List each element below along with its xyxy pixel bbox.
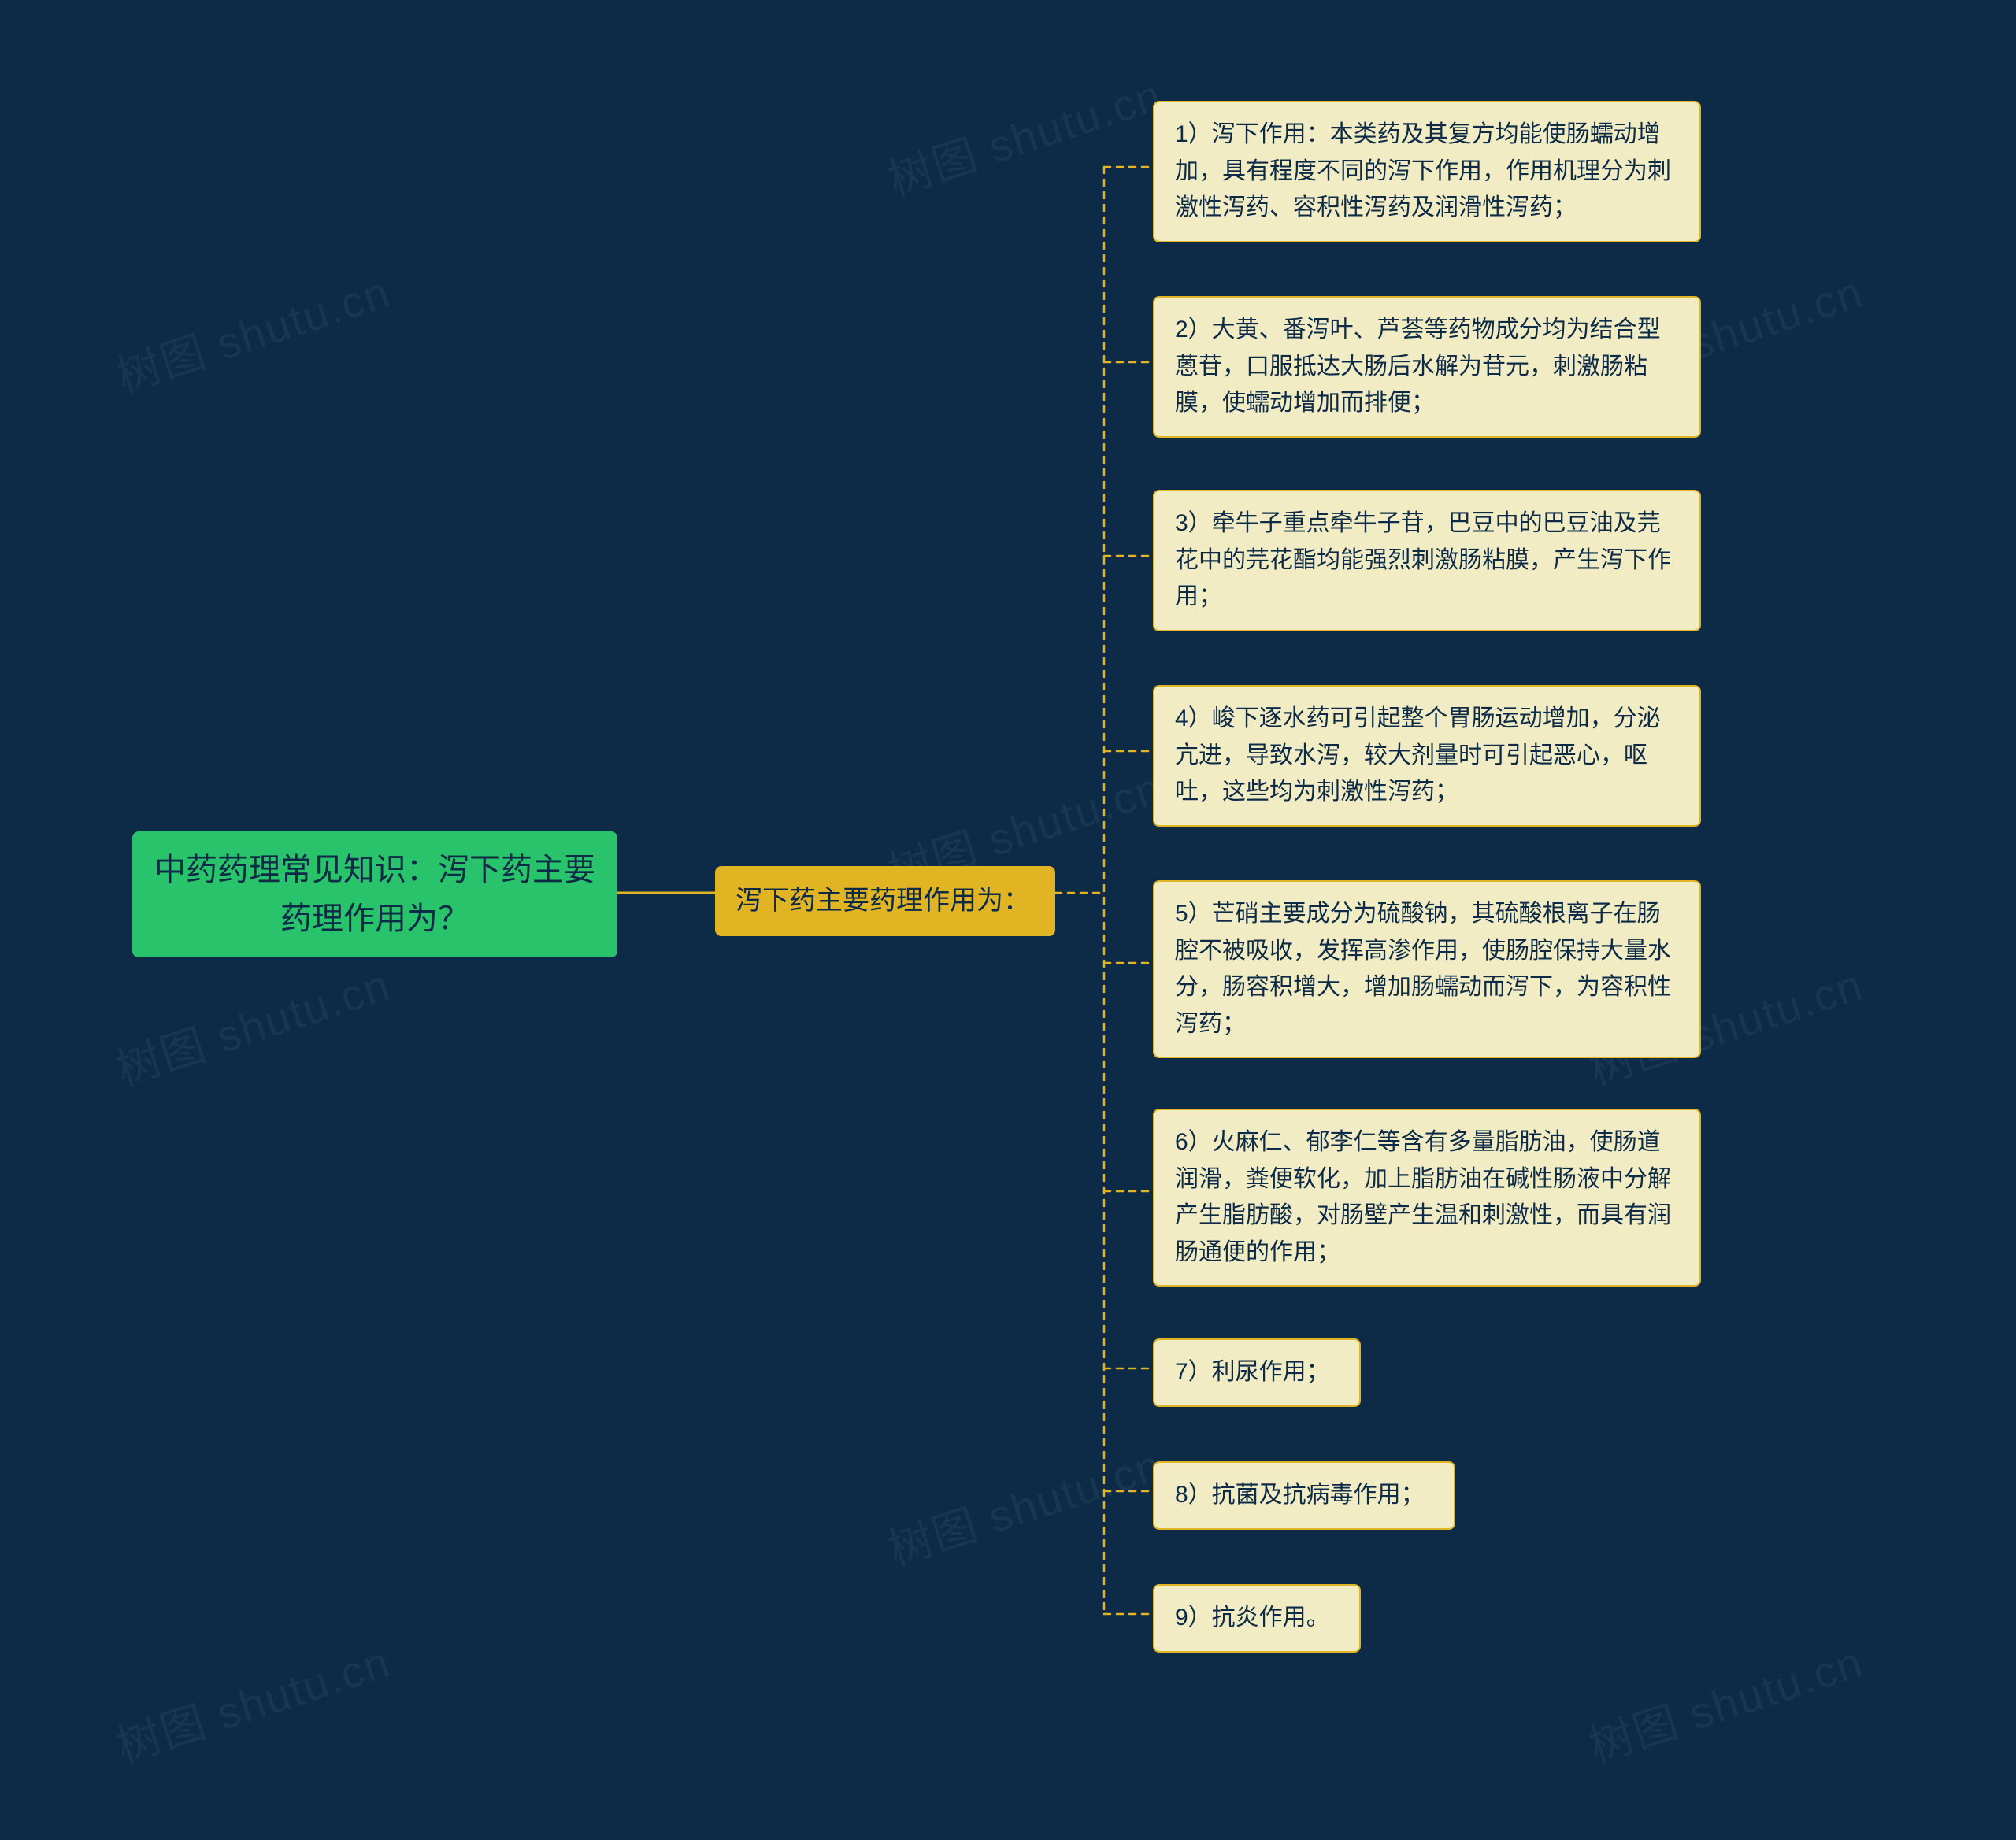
leaf-node-6: 6）火麻仁、郁李仁等含有多量脂肪油，使肠道润滑，粪便软化，加上脂肪油在碱性肠液中…	[1153, 1109, 1701, 1287]
watermark: 树图 shutu.cn	[879, 60, 1169, 209]
leaf-node-4: 4）峻下逐水药可引起整个胃肠运动增加，分泌亢进，导致水泻，较大剂量时可引起恶心，…	[1153, 685, 1701, 827]
watermark: 树图 shutu.cn	[107, 257, 398, 405]
watermark: 树图 shutu.cn	[107, 950, 398, 1098]
watermark: 树图 shutu.cn	[879, 1430, 1169, 1579]
branch-node: 泻下药主要药理作用为：	[715, 866, 1055, 936]
leaf-node-2: 2）大黄、番泻叶、芦荟等药物成分均为结合型蒽苷，口服抵达大肠后水解为苷元，刺激肠…	[1153, 296, 1701, 438]
leaf-node-8: 8）抗菌及抗病毒作用；	[1153, 1461, 1455, 1530]
mindmap-canvas: 树图 shutu.cn 树图 shutu.cn 树图 shutu.cn 树图 shut…	[0, 0, 2016, 1840]
root-node: 中药药理常见知识：泻下药主要药理作用为？	[132, 831, 617, 957]
watermark: 树图 shutu.cn	[107, 1627, 398, 1775]
leaf-node-9: 9）抗炎作用。	[1153, 1584, 1361, 1653]
leaf-node-1: 1）泻下作用：本类药及其复方均能使肠蠕动增加，具有程度不同的泻下作用，作用机理分…	[1153, 101, 1701, 242]
leaf-node-5: 5）芒硝主要成分为硫酸钠，其硫酸根离子在肠腔不被吸收，发挥高渗作用，使肠腔保持大…	[1153, 880, 1701, 1058]
leaf-node-3: 3）牵牛子重点牵牛子苷，巴豆中的巴豆油及芫花中的芫花酯均能强烈刺激肠粘膜，产生泻…	[1153, 490, 1701, 631]
leaf-node-7: 7）利尿作用；	[1153, 1338, 1361, 1407]
watermark: 树图 shutu.cn	[1580, 1627, 1870, 1775]
